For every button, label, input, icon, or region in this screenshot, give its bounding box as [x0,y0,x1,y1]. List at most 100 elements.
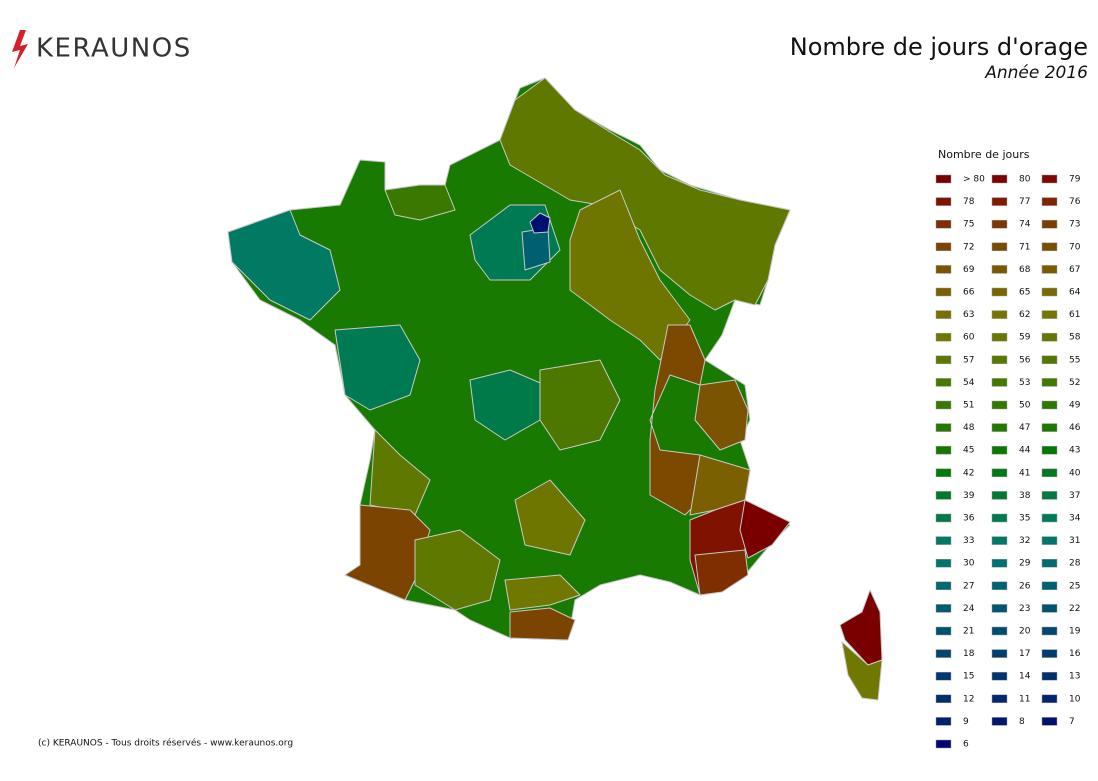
legend-swatch [935,604,952,613]
region-corsica-north [839,589,883,666]
legend-swatch [1041,536,1058,545]
legend-swatch [991,332,1008,342]
region-aude [504,574,581,611]
legend-label: 65 [1019,288,1030,298]
legend-swatch [935,558,952,568]
legend-label: 76 [1069,197,1081,207]
region-lot [514,479,586,556]
legend-label: 69 [963,265,975,275]
footer: (c) KERAUNOS - Tous droits réservés - ww… [38,738,293,749]
legend-label: 41 [1019,468,1030,478]
legend-swatch [991,445,1008,455]
legend-label: 50 [1019,401,1031,411]
legend-swatch [1041,423,1058,432]
legend-swatch [991,626,1008,636]
legend-label: 78 [963,197,975,207]
legend-label: 23 [1019,604,1030,614]
legend-swatch [935,717,952,726]
legend-label: 6 [963,740,969,750]
region-gers [414,529,501,611]
legend-label: 36 [963,514,975,524]
map [227,77,883,701]
subtitle: Année 2016 [984,63,1088,83]
legend-swatch [991,581,1008,591]
region-vendee [334,324,421,411]
region-massif [539,359,621,451]
legend-swatch [935,649,952,658]
legend-swatch [1041,355,1058,365]
legend-label: 7 [1069,717,1075,727]
logo: KERAUNOS [36,34,192,64]
legend-label: > 80 [963,175,985,185]
legend-label: 64 [1069,288,1081,298]
legend-swatch [1041,174,1058,184]
region-alps [694,379,749,451]
legend-swatch [1041,671,1058,681]
legend-label: 20 [1019,627,1031,637]
legend-swatch [1041,287,1058,297]
legend-label: 28 [1069,559,1081,569]
legend-label: 49 [1069,401,1081,411]
legend-swatch [935,739,952,749]
legend-label: 77 [1019,197,1030,207]
legend-swatch [1041,491,1058,500]
legend-swatch [1041,649,1058,658]
legend-label: 54 [963,378,975,388]
legend-label: 16 [1069,649,1081,659]
legend-label: 59 [1019,333,1031,343]
legend-label: 8 [1019,717,1025,727]
legend-label: 70 [1069,242,1081,252]
legend-swatch [1041,265,1058,274]
legend-label: 34 [1069,514,1081,524]
legend-swatch [1041,694,1058,704]
legend-label: 31 [1069,536,1080,546]
legend-label: 10 [1069,694,1081,704]
region-olive-east [569,189,691,361]
legend-swatch [935,694,952,704]
legend-swatch [991,649,1008,658]
legend-label: 42 [963,468,974,478]
legend-swatch [991,219,1008,229]
legend-swatch [1041,717,1058,726]
legend-label: 68 [1019,265,1031,275]
legend-swatch [1041,581,1058,591]
legend-label: 27 [963,581,974,591]
legend-label: 30 [963,559,975,569]
legend-label: 57 [963,355,974,365]
legend-label: 62 [1019,310,1030,320]
legend-label: 74 [1019,220,1031,230]
legend-swatch [991,513,1008,523]
legend-swatch [935,242,952,252]
legend-swatch [935,513,952,523]
legend-swatch [935,332,952,342]
legend-label: 53 [1019,378,1030,388]
legend-swatch [991,242,1008,252]
legend-label: 26 [1019,581,1031,591]
legend-label: 72 [963,242,974,252]
legend-label: 80 [1019,175,1031,185]
legend-swatch [1041,197,1058,206]
legend-swatch [991,558,1008,568]
legend-label: 39 [963,491,975,501]
legend-label: 56 [1019,355,1031,365]
legend-label: 11 [1019,694,1030,704]
legend-swatch [991,355,1008,365]
legend-swatch [991,717,1008,726]
legend-label: 33 [963,536,974,546]
legend-label: 61 [1069,310,1080,320]
legend-label: 32 [1019,536,1030,546]
legend-label: 52 [1069,378,1080,388]
legend-swatch [1041,604,1058,613]
legend-label: 22 [1069,604,1080,614]
region-corsica-south [841,641,883,701]
legend-label: 40 [1069,468,1081,478]
region-var [694,549,749,596]
legend-title: Nombre de jours [938,148,1030,161]
legend-swatch [1041,400,1058,410]
legend-label: 51 [963,401,974,411]
legend-swatch [1041,513,1058,523]
legend-label: 21 [963,627,974,637]
region-paris [529,212,551,234]
legend-swatch [1041,445,1058,455]
